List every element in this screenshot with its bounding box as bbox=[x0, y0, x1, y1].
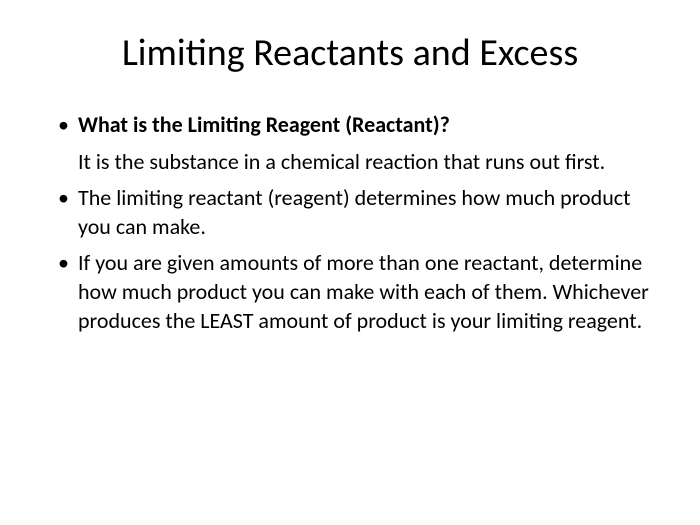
slide-content: What is the Limiting Reagent (Reactant)?… bbox=[50, 111, 650, 335]
bullet-2: The limiting reactant (reagent) determin… bbox=[50, 184, 650, 241]
bullet-1-answer: It is the substance in a chemical reacti… bbox=[50, 148, 650, 177]
bullet-1: What is the Limiting Reagent (Reactant)? bbox=[50, 111, 650, 140]
bullet-1-question: What is the Limiting Reagent (Reactant)? bbox=[78, 111, 450, 138]
slide-title: Limiting Reactants and Excess bbox=[50, 30, 650, 76]
bullet-3: If you are given amounts of more than on… bbox=[50, 249, 650, 335]
